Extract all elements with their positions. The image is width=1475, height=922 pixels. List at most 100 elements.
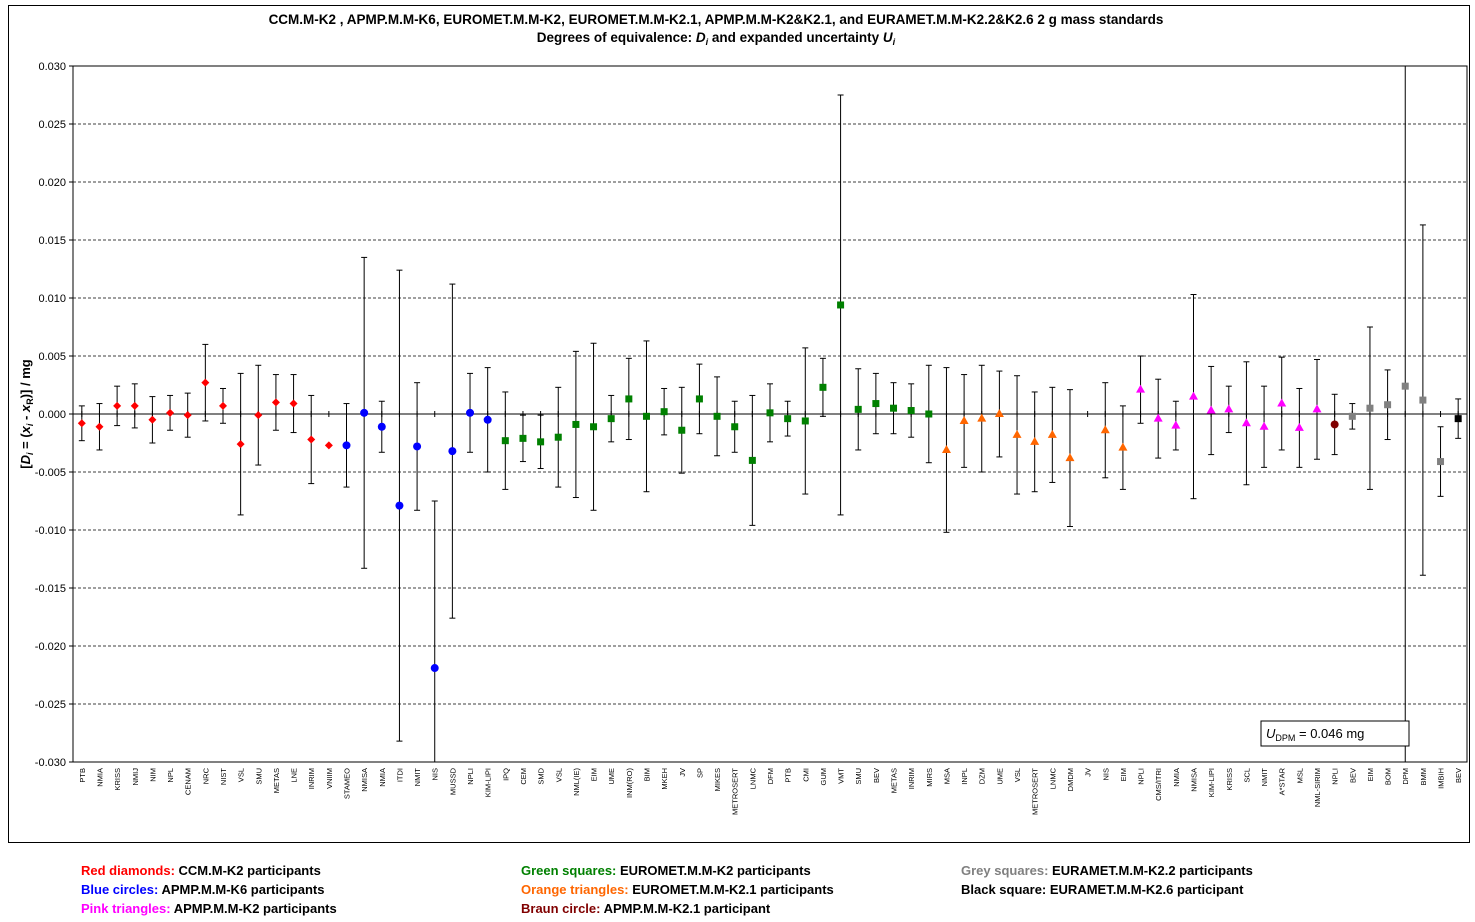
x-tick-label: GUM bbox=[819, 768, 828, 786]
data-point-square bbox=[890, 404, 898, 412]
legend-key: Blue circles: bbox=[81, 882, 159, 897]
data-point-triangle bbox=[977, 413, 987, 422]
x-tick-label: BIM bbox=[642, 768, 651, 781]
udpm-note-text: UDPM = 0.046 mg bbox=[1266, 726, 1364, 743]
data-point-circle bbox=[342, 441, 351, 450]
x-tick-label: DPM bbox=[1401, 768, 1410, 785]
x-tick-label: LNE bbox=[290, 768, 299, 783]
x-tick-label: METAS bbox=[272, 768, 281, 793]
data-point-square bbox=[819, 383, 827, 391]
data-point-square bbox=[801, 417, 809, 425]
data-point-triangle bbox=[1312, 404, 1322, 413]
y-tick-label: -0.030 bbox=[35, 757, 66, 769]
x-tick-label: NMIT bbox=[1260, 768, 1269, 787]
x-tick-label: VSL bbox=[237, 768, 246, 782]
x-tick-label: LNMC bbox=[1048, 767, 1057, 789]
data-point-diamond bbox=[201, 378, 210, 387]
x-tick-label: NMIJ bbox=[131, 768, 140, 786]
chart-title: CCM.M-K2 , APMP.M.M-K6, EUROMET.M.M-K2, … bbox=[269, 12, 1164, 27]
data-point-square bbox=[925, 410, 933, 418]
x-tick-label: NMISA bbox=[360, 768, 369, 792]
legend-key: Black square: bbox=[961, 882, 1047, 897]
data-point-diamond bbox=[130, 401, 139, 410]
x-tick-label: JV bbox=[1084, 768, 1093, 777]
legend-entry: Green squares: EUROMET.M.M-K2 participan… bbox=[521, 863, 811, 878]
x-tick-label: INRIM bbox=[907, 768, 916, 789]
x-tick-label: UME bbox=[607, 768, 616, 785]
data-point-square bbox=[713, 412, 721, 420]
x-tick-label: BMM bbox=[1419, 768, 1428, 786]
data-point-square bbox=[1419, 396, 1427, 404]
data-point-circle bbox=[483, 415, 492, 424]
x-tick-label: SMU bbox=[254, 768, 263, 785]
x-tick-label: DFM bbox=[766, 768, 775, 784]
legend-key: Red diamonds: bbox=[81, 863, 175, 878]
data-point-square bbox=[837, 301, 845, 309]
data-point-diamond bbox=[324, 441, 333, 450]
x-tick-label: CMI bbox=[801, 768, 810, 782]
data-point-square bbox=[642, 412, 650, 420]
x-tick-label: INPL bbox=[960, 768, 969, 785]
x-tick-label: MUSSD bbox=[448, 767, 457, 795]
data-point-triangle bbox=[941, 444, 951, 453]
data-point-square bbox=[590, 423, 598, 431]
data-point-square bbox=[854, 405, 862, 413]
x-tick-label: JV bbox=[678, 768, 687, 777]
legend-key: Braun circle: bbox=[521, 901, 601, 916]
data-point-circle bbox=[448, 447, 457, 456]
data-point-diamond bbox=[307, 435, 316, 444]
x-tick-label: MIRS bbox=[925, 768, 934, 787]
x-tick-label: VSL bbox=[1013, 768, 1022, 782]
x-tick-label: MSA bbox=[942, 768, 951, 784]
data-point-square bbox=[625, 395, 633, 403]
x-tick-label: VMT bbox=[837, 768, 846, 784]
udpm-note-box bbox=[1260, 720, 1410, 747]
x-tick-label: VSL bbox=[554, 768, 563, 782]
data-point-square bbox=[731, 423, 739, 431]
data-point-square bbox=[554, 433, 562, 441]
y-tick-label: 0.015 bbox=[38, 235, 66, 247]
data-point-square bbox=[907, 407, 915, 415]
x-tick-label: KIM-LIPI bbox=[1207, 768, 1216, 797]
data-point-triangle bbox=[994, 409, 1004, 417]
data-point-circle bbox=[466, 408, 475, 417]
x-tick-label: NMIA bbox=[95, 768, 104, 787]
data-point-triangle bbox=[1259, 421, 1269, 430]
data-point-triangle bbox=[1047, 429, 1057, 438]
y-tick-label: -0.005 bbox=[35, 467, 66, 479]
x-tick-label: NPLI bbox=[1137, 768, 1146, 785]
data-point-diamond bbox=[113, 401, 122, 410]
x-tick-label: CENAM bbox=[184, 768, 193, 795]
data-point-square bbox=[748, 456, 756, 464]
x-tick-label: BOM bbox=[1384, 768, 1393, 785]
x-tick-label: LNMC bbox=[748, 767, 757, 789]
data-point-square bbox=[537, 438, 545, 446]
y-tick-label: 0.010 bbox=[38, 293, 66, 305]
x-tick-label: EIM bbox=[1366, 768, 1375, 781]
x-tick-label: INM(RO) bbox=[625, 768, 634, 798]
legend-text: CCM.M-K2 participants bbox=[174, 863, 321, 878]
x-tick-label: BEV bbox=[872, 768, 881, 783]
legend-entry: Grey squares: EURAMET.M.M-K2.2 participa… bbox=[961, 863, 1253, 878]
x-tick-label: STAMEO bbox=[343, 768, 352, 799]
legend-text: APMP.M.M-K2 participants bbox=[170, 901, 337, 916]
data-point-square bbox=[1437, 458, 1445, 466]
data-point-diamond bbox=[148, 415, 157, 424]
data-point-diamond bbox=[289, 399, 298, 408]
x-tick-label: IPQ bbox=[501, 768, 510, 781]
data-point-square bbox=[501, 437, 509, 445]
x-tick-label: METROSERT bbox=[731, 768, 740, 815]
x-tick-label: EIM bbox=[590, 768, 599, 781]
data-point-triangle bbox=[1188, 391, 1198, 400]
legend-text: APMP.M.M-K2.1 participant bbox=[600, 901, 771, 916]
x-tick-label: SCL bbox=[1242, 768, 1251, 783]
legend-entry: Pink triangles: APMP.M.M-K2 participants bbox=[81, 901, 337, 916]
y-tick-label: -0.010 bbox=[35, 525, 66, 537]
x-tick-label: NMIT bbox=[413, 768, 422, 787]
y-axis-label-text: [Di = (xi - xR)] / mg bbox=[18, 359, 35, 469]
legend-key: Pink triangles: bbox=[81, 901, 171, 916]
legend-entry: Orange triangles: EUROMET.M.M-K2.1 parti… bbox=[521, 882, 834, 897]
x-tick-label: NRC bbox=[201, 767, 210, 784]
legend-text: APMP.M.M-K6 participants bbox=[158, 882, 325, 897]
